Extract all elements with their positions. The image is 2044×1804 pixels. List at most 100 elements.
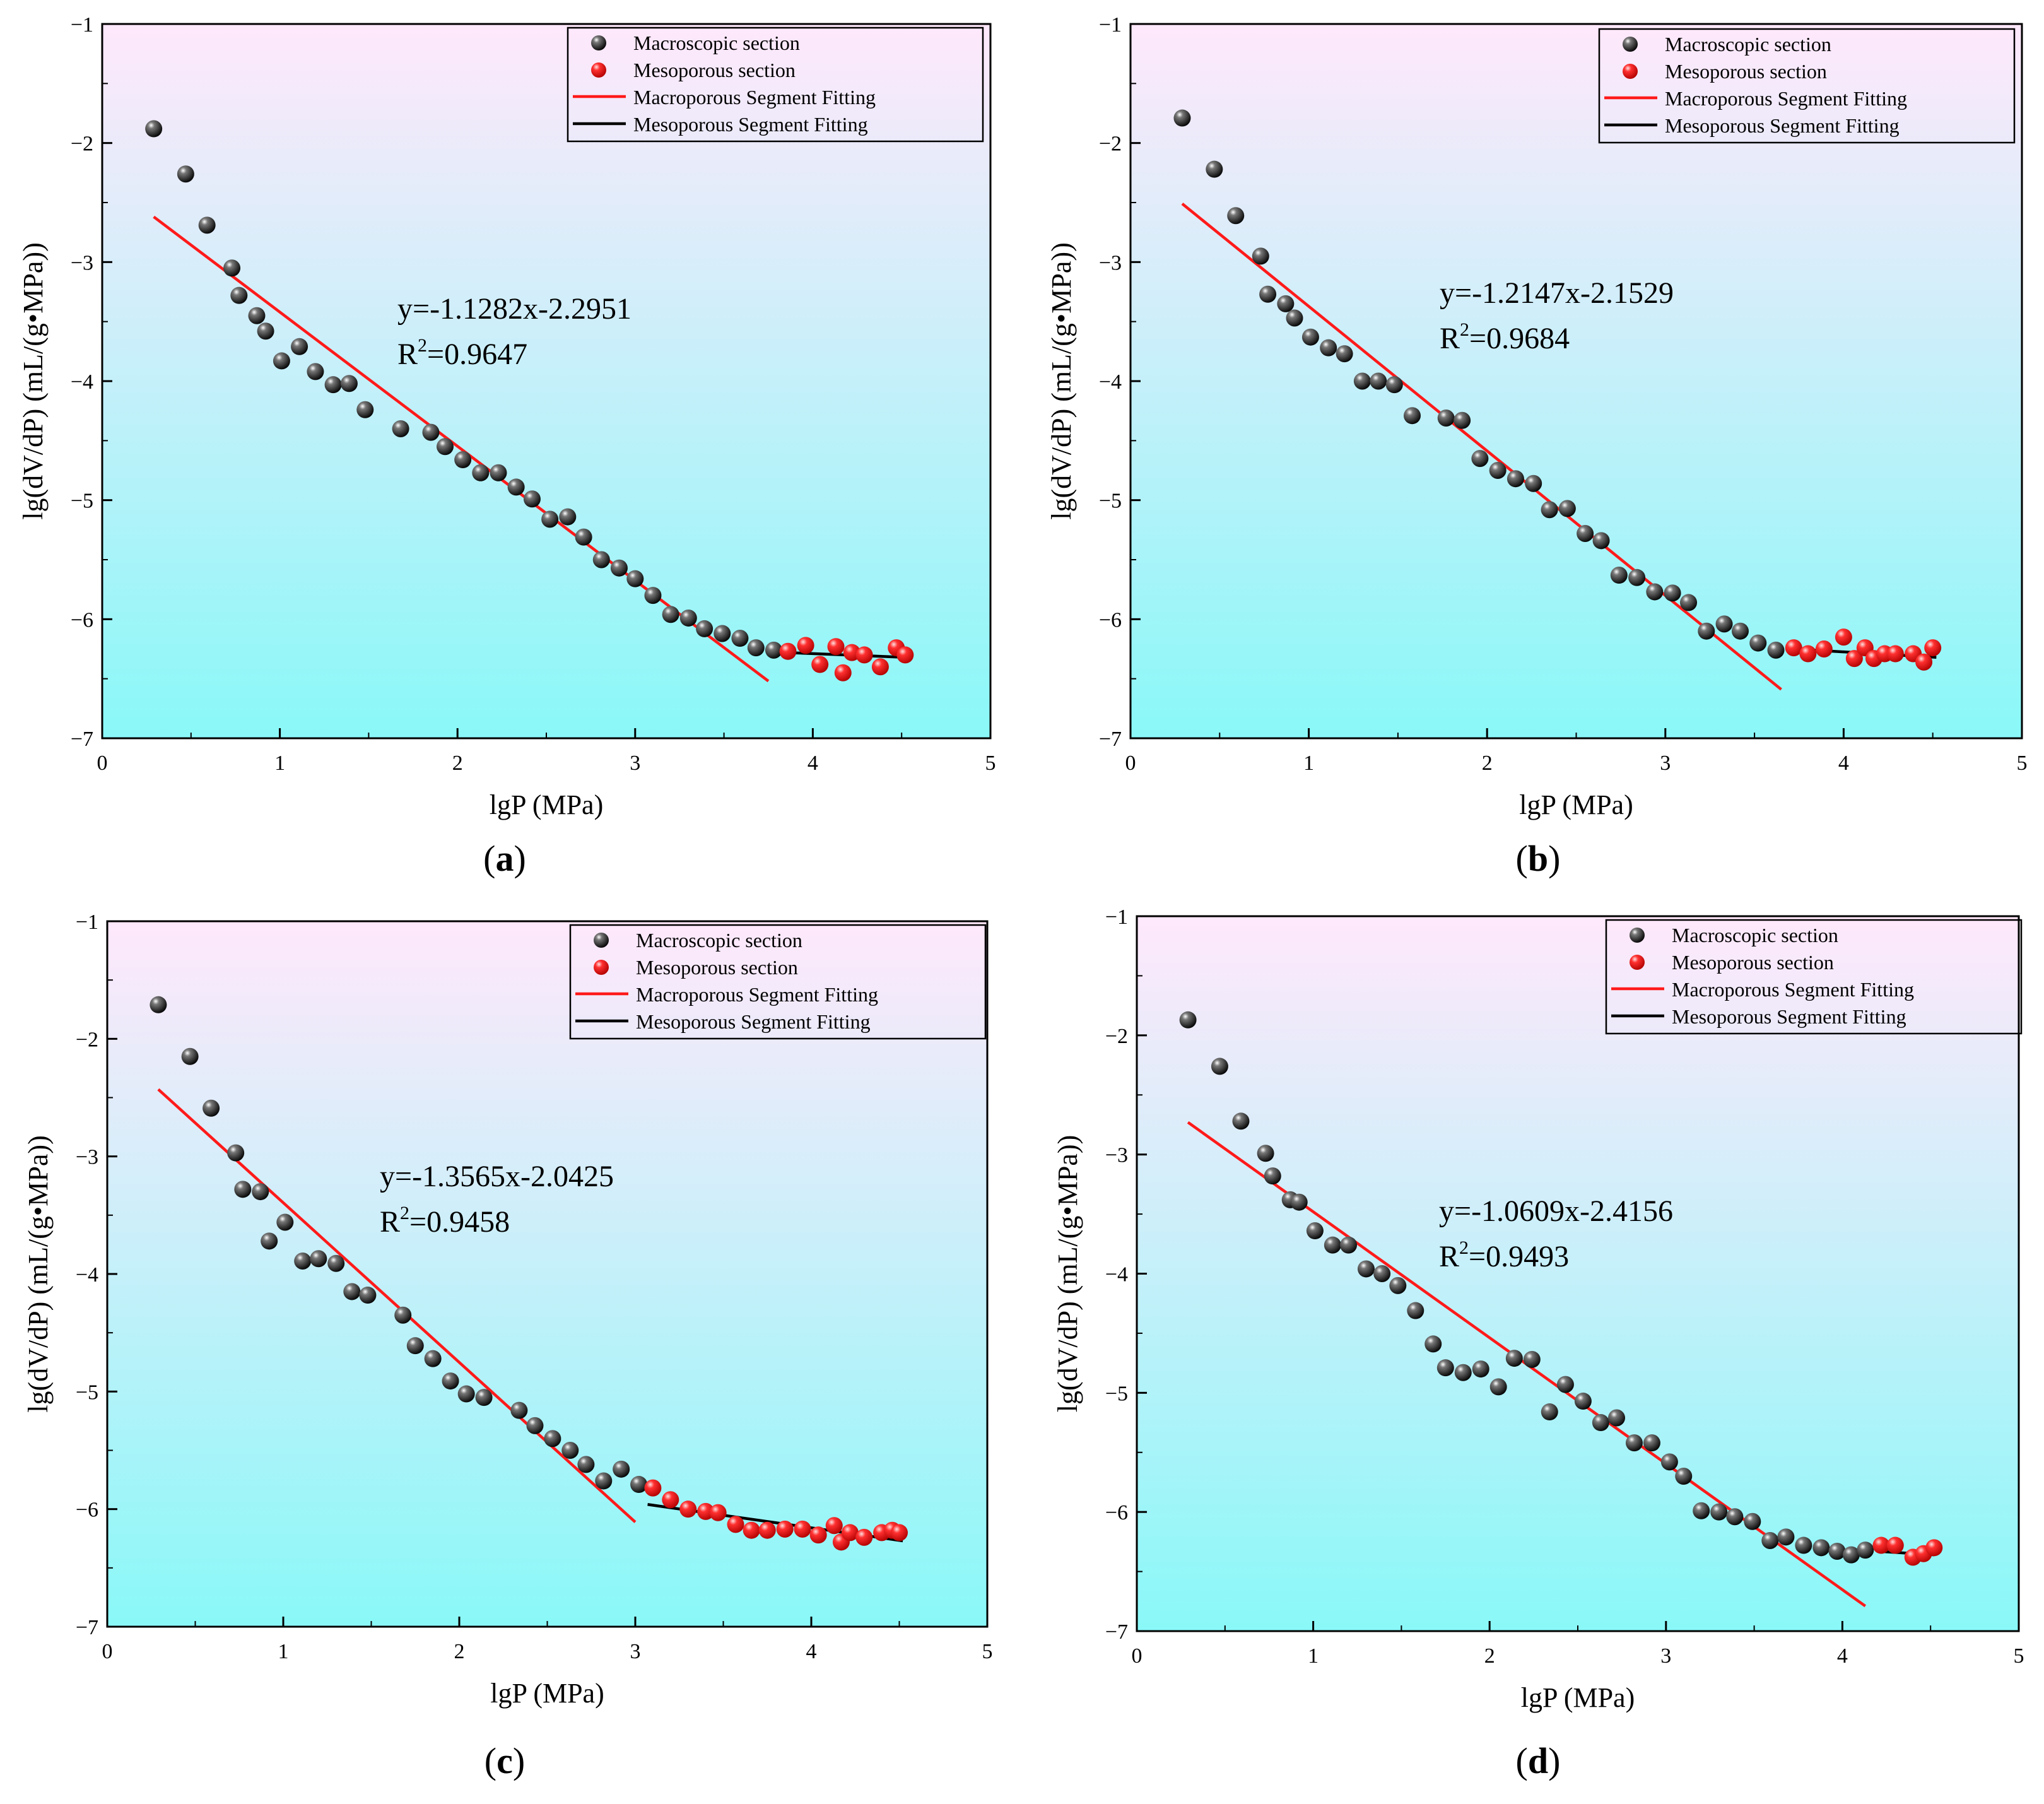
macroscopic-point [575,528,592,546]
macroscopic-point [406,1337,424,1355]
y-tick-label: −5 [76,1381,98,1404]
legend-label: Mesoporous section [1665,60,1827,83]
macroscopic-point [1628,569,1646,586]
macroscopic-point [1357,1260,1375,1278]
mesoporous-point [679,1500,697,1518]
legend-label: Mesoporous section [633,59,796,81]
macroscopic-point [291,338,308,355]
x-tick-label: 2 [454,1640,465,1663]
y-tick-label: −6 [76,1499,98,1522]
macroscopic-point [1290,1193,1308,1211]
macroscopic-point [1577,524,1594,542]
macroscopic-point [1842,1546,1860,1564]
legend-label: Macroscopic section [636,929,802,952]
mesoporous-point [871,658,889,676]
macroscopic-point [227,1144,245,1162]
legend: Macroscopic section Mesoporous section Mac… [569,924,987,1040]
legend-label: Mesoporous section [636,956,798,979]
x-tick-label: 2 [1484,1644,1495,1668]
macroscopic-point [1592,532,1610,550]
macroscopic-point [577,1456,595,1473]
macroscopic-point [1454,1364,1472,1381]
legend-label: Macroscopic section [633,32,800,54]
legend-box [569,924,987,1040]
mesoporous-point [1915,653,1933,671]
macroscopic-point [1777,1528,1795,1546]
macroscopic-point [1277,295,1295,312]
macroscopic-point [1767,641,1785,659]
macroscopic-point [644,587,662,604]
macroscopic-point [392,420,409,437]
macroscopic-point [1252,247,1269,265]
x-tick-label: 4 [808,752,818,775]
x-tick-label: 4 [1837,1644,1848,1668]
macroscopic-point [203,1099,220,1117]
legend-label: Mesoporous section [1672,951,1834,974]
y-tick-label: −2 [71,133,93,156]
macroscopic-point [1385,376,1403,394]
mesoporous-point [727,1516,744,1533]
legend-box [567,27,984,143]
macroscopic-point [541,510,559,528]
macroscopic-point [765,641,782,659]
macroscopic-point [248,307,266,324]
mesoporous-point [1785,639,1802,657]
macroscopic-point [544,1430,561,1447]
legend-box [1598,28,2016,144]
mesoporous-point [834,664,852,681]
x-tick-label: 4 [806,1640,817,1663]
macroscopic-point [1257,1145,1274,1162]
x-tick-label: 1 [278,1640,289,1663]
mesoporous-point [644,1479,662,1497]
y-tick-label: −1 [76,911,98,934]
y-tick-label: −2 [1099,133,1122,156]
y-tick-label: −7 [1099,728,1122,751]
y-tick-label: −4 [1099,370,1122,394]
macroscopic-point [261,1232,278,1250]
x-tick-label: 2 [1482,752,1493,775]
mesoporous-point [1925,1539,1943,1557]
r-squared: R2=0.9458 [380,1203,510,1239]
mesoporous-point [825,1517,843,1535]
macroscopic-point [436,438,454,456]
legend-marker-mesoporous [594,960,609,975]
macroscopic-point [1340,1236,1358,1254]
legend-label: Mesoporous Segment Fitting [1672,1005,1906,1028]
axis-frame [101,23,992,740]
r-squared: R2=0.9647 [397,335,527,371]
macroscopic-point [1675,1468,1693,1485]
macroscopic-point [1507,470,1524,488]
mesoporous-point [1835,628,1852,646]
mesoporous-point [794,1520,811,1538]
x-tick-label: 3 [630,752,640,775]
macroscopic-point [1404,407,1421,425]
mesoporous-point [891,1524,908,1542]
macroscopic-point [1749,634,1767,652]
macroscopic-point [662,606,679,623]
y-tick-label: −7 [1105,1620,1128,1644]
macroscopic-point [731,630,749,647]
mesoporous-point [797,637,814,654]
macroscopic-point [1173,109,1191,127]
macroscopic-point [356,401,374,418]
macroscopic-point [1680,594,1698,611]
macroscopic-point [523,490,541,508]
macroscopic-point [1857,1542,1874,1559]
macroscopic-point [1608,1409,1626,1427]
macroscopic-point [324,376,342,394]
macroscopic-point [1424,1335,1442,1353]
y-tick-label: −1 [1099,13,1122,37]
fit-equation: y=-1.2147x-2.1529 [1440,276,1674,310]
macroscopic-point [1610,567,1628,584]
legend-marker-macroscopic [1623,37,1638,52]
macroscopic-point [696,620,714,637]
macroscopic-point [457,1385,475,1403]
macroscopic-point [1407,1302,1424,1319]
legend-marker-mesoporous [1623,64,1638,79]
macroscopic-point [526,1417,544,1434]
x-tick-label: 2 [452,752,463,775]
macroscopic-point [1306,1222,1324,1240]
macroscopic-point [340,375,358,392]
macroscopic-point [1320,339,1337,357]
